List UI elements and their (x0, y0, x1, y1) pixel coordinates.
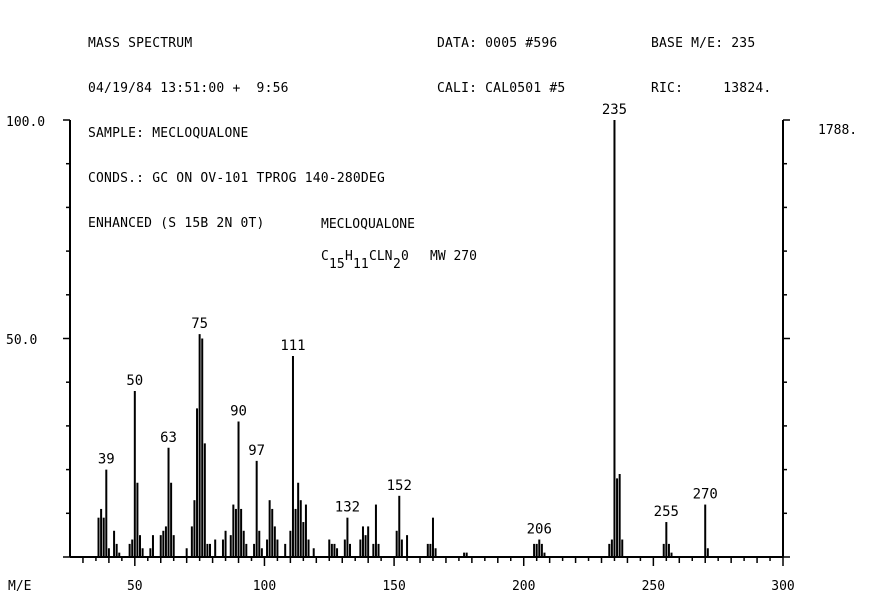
x-tick-label: 100 (253, 579, 276, 594)
peak-label: 97 (248, 443, 265, 459)
x-tick-label: 200 (512, 579, 535, 594)
header-ric: RIC: 13824. (651, 81, 772, 96)
spectrum-peaks (97, 120, 709, 557)
peak-label: 206 (527, 522, 552, 538)
y-tick-label-100: 100.0 (6, 115, 45, 130)
formula-c-sub: 15 (329, 257, 345, 272)
peak-label: 111 (280, 338, 305, 354)
x-tick-label: 300 (771, 579, 794, 594)
header-sample: SAMPLE: MECLOQUALONE (88, 126, 249, 141)
compound-name: MECLOQUALONE (321, 217, 415, 232)
header-right-block: BASE M/E: 235 RIC: 13824. (651, 6, 771, 111)
header-data: DATA: 0005 #596 (437, 36, 558, 51)
peak-label: 63 (160, 430, 177, 446)
x-tick-label: 250 (642, 579, 665, 594)
x-tick-label: 50 (127, 579, 143, 594)
header-title: MASS SPECTRUM (88, 36, 193, 51)
formula-h-sub: 11 (353, 257, 369, 272)
molecular-formula: C 15 H 11 CLN 2 0 (321, 249, 409, 272)
peak-label: 50 (126, 373, 143, 389)
formula-o: 0 (401, 249, 409, 264)
y-axis-ticks (63, 119, 790, 558)
y-tick-label-50: 50.0 (6, 333, 37, 348)
header-enhanced: ENHANCED (S 15B 2N 0T) (88, 216, 265, 231)
chart-axes (69, 120, 784, 558)
peak-label: 75 (191, 316, 208, 332)
peak-label: 255 (654, 504, 679, 520)
right-axis-max-label: 1788. (818, 123, 857, 138)
x-axis-ticks: 50 100 150 200 250 300 (82, 557, 795, 594)
peak-label: 270 (693, 487, 718, 503)
peak-label: 39 (98, 452, 115, 468)
peak-label: 152 (387, 478, 412, 494)
formula-cln: CLN (369, 249, 392, 264)
formula-c: C (321, 249, 329, 264)
formula-n-sub: 2 (393, 257, 401, 272)
x-axis-label: M/E (8, 579, 31, 594)
molecular-weight: MW 270 (430, 249, 477, 264)
header-mid-block: DATA: 0005 #596 CALI: CAL0501 #5 (437, 6, 565, 111)
header-cali: CALI: CAL0501 #5 (437, 81, 566, 96)
header-datetime: 04/19/84 13:51:00 + 9:56 (88, 81, 289, 96)
peak-label: 235 (602, 102, 627, 118)
peak-label: 90 (230, 404, 247, 420)
peak-label: 132 (335, 500, 360, 516)
formula-h: H (345, 249, 353, 264)
x-tick-label: 150 (382, 579, 405, 594)
header-conditions: CONDS.: GC ON OV-101 TPROG 140-280DEG (88, 171, 385, 186)
header-left-block: MASS SPECTRUM 04/19/84 13:51:00 + 9:56 S… (88, 6, 385, 246)
header-base-me: BASE M/E: 235 (651, 36, 756, 51)
